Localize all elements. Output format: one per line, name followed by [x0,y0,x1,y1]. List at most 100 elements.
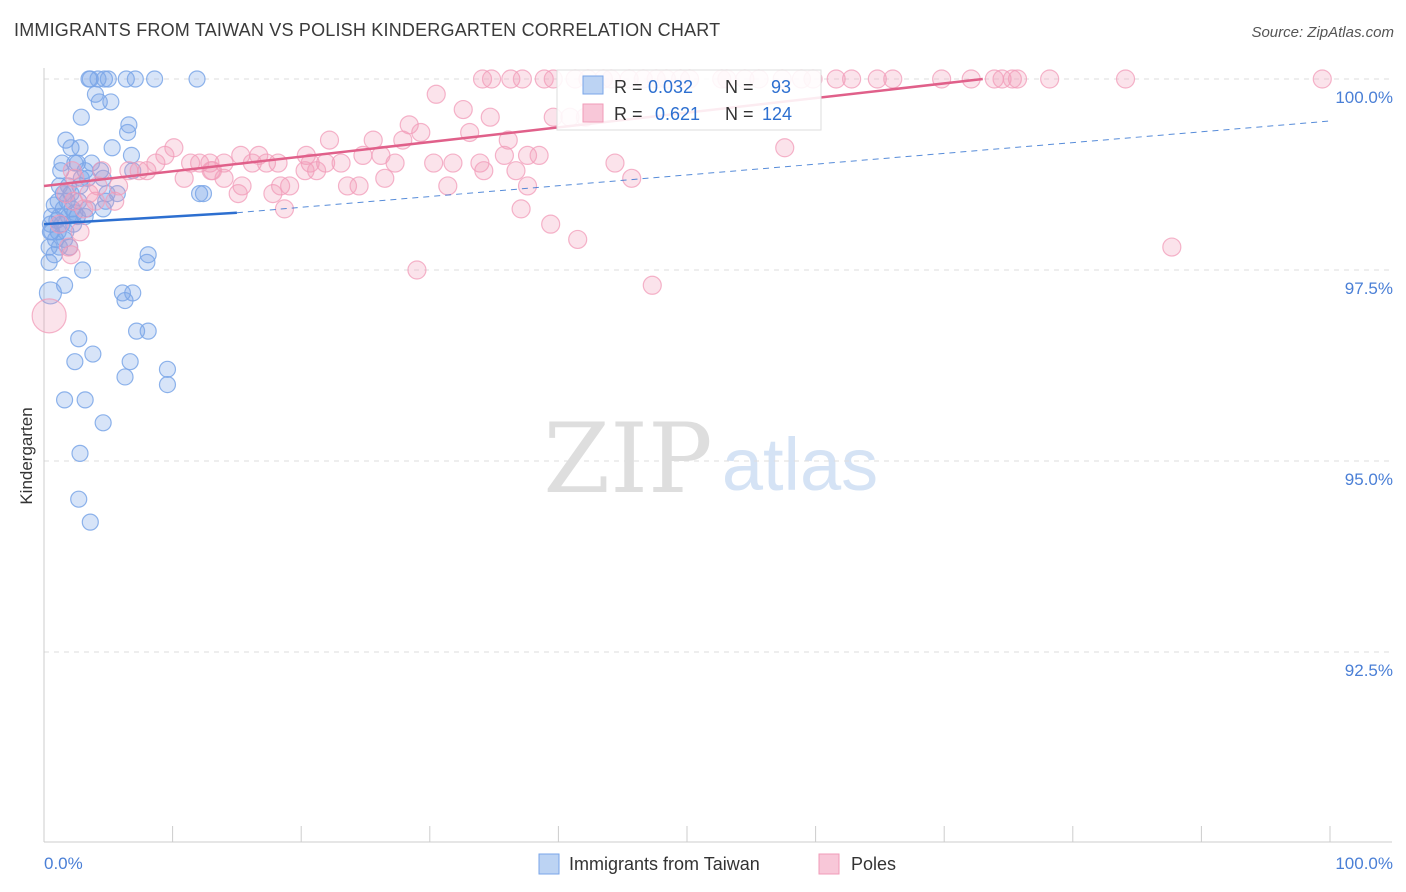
stats-swatch-taiwan [582,75,604,95]
point-taiwan-78 [121,353,139,371]
point-taiwan-18 [103,139,121,157]
point-poles-47 [319,130,340,150]
point-poles-108 [202,161,223,181]
point-poles-35 [1312,69,1332,89]
point-taiwan-65 [40,253,58,271]
point-poles-100 [1162,237,1182,257]
point-poles-97 [541,214,561,234]
point-poles-117 [622,168,642,188]
legend-label-taiwan: Immigrants from Taiwan [569,854,760,874]
point-taiwan-77 [66,353,84,371]
point-poles-112 [85,191,106,211]
point-poles-98 [568,229,588,250]
watermark-atlas: atlas [722,423,878,506]
point-poles-32 [1007,69,1028,89]
point-poles-58 [385,153,405,173]
point-poles-26 [883,69,903,89]
point-poles-38 [480,107,500,127]
point-taiwan-82 [55,391,74,409]
stats-r-value-poles: 0.621 [655,104,700,124]
legend-label-poles: Poles [851,854,896,874]
point-taiwan-75 [70,330,88,348]
point-taiwan-76 [84,345,102,363]
point-taiwan-92 [45,196,63,214]
point-poles-48 [498,130,518,150]
point-taiwan-67 [73,261,92,279]
stats-n-value-poles: 124 [762,104,792,124]
point-poles-57 [443,153,463,173]
point-poles-36 [426,84,446,104]
x-tick-label-min: 0.0% [44,854,83,873]
legend-swatch-poles [818,853,840,875]
axes [43,68,1392,843]
point-taiwan-66 [138,253,156,271]
x-ticks [43,826,1331,842]
point-taiwan-81 [158,376,177,394]
point-poles-3 [512,69,532,89]
trend-lines [43,77,1331,226]
point-poles-119 [375,168,395,188]
point-poles-83 [337,176,358,196]
y-tick-label-0: 100.0% [1335,88,1393,107]
point-poles-63 [256,153,277,173]
point-poles-24 [842,69,862,89]
point-taiwan-14 [118,123,137,142]
point-poles-104 [31,298,67,334]
point-poles-90 [263,184,283,204]
point-poles-115 [155,145,175,165]
y-tick-label-1: 97.5% [1345,279,1393,298]
point-poles-46 [411,122,431,143]
point-poles-71 [307,161,327,181]
point-poles-69 [424,153,444,173]
point-poles-85 [438,176,458,196]
stats-n-label-poles: N = [725,104,759,124]
source-label: Source: ZipAtlas.com [1251,24,1394,41]
stats-r-value-taiwan: 0.032 [648,77,693,97]
point-poles-84 [349,176,369,196]
point-taiwan-87 [81,513,99,531]
point-poles-93 [74,199,94,219]
point-taiwan-86 [70,490,88,508]
point-poles-50 [494,145,514,165]
point-poles-34 [1115,69,1136,89]
point-poles-37 [453,99,473,120]
point-taiwan-85 [71,444,89,462]
point-poles-30 [992,69,1012,89]
point-poles-2 [501,69,521,89]
point-taiwan-3 [95,70,114,88]
point-taiwan-4 [99,70,117,88]
trend-line-taiwan-extension [236,120,1331,214]
point-taiwan-38 [191,185,209,203]
point-taiwan-69 [38,281,63,305]
point-taiwan-83 [76,391,94,409]
point-taiwan-11 [102,93,120,111]
point-poles-86 [517,176,538,196]
point-taiwan-39 [194,185,213,203]
point-poles-103 [642,275,662,295]
x-tick-label-max: 100.0% [1335,854,1393,873]
point-poles-1 [481,69,502,89]
point-taiwan-8 [188,70,206,88]
point-taiwan-80 [116,368,134,386]
point-poles-120 [470,153,490,173]
point-taiwan-17 [71,139,89,157]
y-tick-label-2: 95.0% [1345,470,1393,489]
point-taiwan-84 [94,414,112,432]
point-poles-101 [61,245,81,265]
point-taiwan-7 [145,70,164,88]
point-poles-102 [407,260,427,280]
point-taiwan-74 [139,322,157,340]
trend-line-poles [43,77,983,188]
stats-n-value-taiwan: 93 [771,77,791,97]
point-poles-82 [280,176,300,196]
stats-legend: R = 0.032 N = 93 R = 0.621 N = 124 [556,69,822,131]
stats-r-label-poles: R = [614,104,648,124]
point-poles-77 [62,161,82,181]
stats-r-label-taiwan: R = [614,77,648,97]
point-poles-79 [214,168,234,188]
y-axis-title: Kindergarten [17,407,36,504]
stats-n-label-taiwan: N = [725,77,759,97]
point-taiwan-5 [117,70,135,88]
point-poles-55 [529,145,549,165]
